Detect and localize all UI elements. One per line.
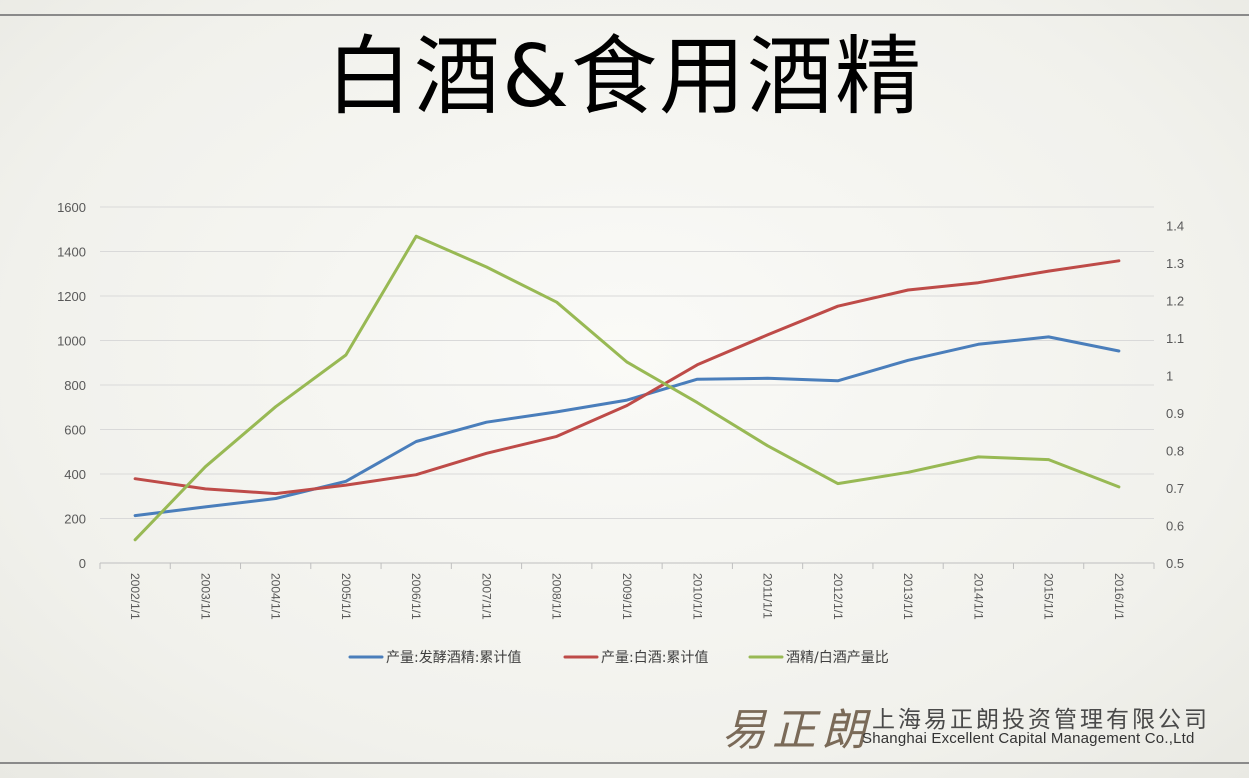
y-right-tick-label: 1 <box>1166 369 1173 384</box>
y-right-tick-label: 1.1 <box>1166 331 1184 346</box>
data-point <box>485 452 488 455</box>
data-point <box>625 360 629 364</box>
x-tick-label: 2009/1/1 <box>620 573 634 620</box>
legend-label-1: 产量:发酵酒精:累计值 <box>386 650 521 666</box>
data-point <box>133 477 137 480</box>
data-point <box>415 473 418 476</box>
x-tick-label: 2011/1/1 <box>761 573 775 619</box>
x-tick-label: 2003/1/1 <box>198 573 212 620</box>
y-left-tick-label: 1600 <box>57 200 86 215</box>
data-point <box>344 353 348 357</box>
y-left-tick-label: 1000 <box>57 334 86 349</box>
y-right-tick-label: 1.2 <box>1166 294 1184 309</box>
data-point <box>555 300 558 304</box>
data-point <box>1047 269 1050 273</box>
data-point <box>274 497 277 500</box>
data-point <box>1117 349 1121 353</box>
data-point <box>274 492 277 495</box>
data-point <box>836 482 839 485</box>
data-point <box>555 435 558 438</box>
x-tick-label: 2014/1/1 <box>971 573 985 620</box>
y-right-tick-label: 0.6 <box>1166 519 1184 534</box>
company-logo: 易正朗 <box>722 705 872 756</box>
data-point <box>204 505 207 509</box>
data-point <box>415 440 418 443</box>
data-point <box>1117 485 1121 489</box>
x-tick-label: 2015/1/1 <box>1042 573 1056 620</box>
data-point <box>1047 335 1050 339</box>
data-point <box>696 378 699 381</box>
data-point <box>906 471 910 474</box>
x-tick-label: 2008/1/1 <box>550 573 564 620</box>
data-point <box>344 483 348 487</box>
x-tick-label: 2007/1/1 <box>479 573 493 620</box>
x-tick-label: 2002/1/1 <box>128 573 142 620</box>
data-point <box>204 487 207 491</box>
data-point <box>204 465 207 468</box>
data-point <box>133 514 137 517</box>
y-right-tick-label: 0.9 <box>1166 406 1184 421</box>
top-rule <box>0 14 1249 16</box>
data-point <box>696 401 699 404</box>
data-point <box>766 444 769 447</box>
data-point <box>625 398 629 402</box>
data-point <box>977 281 980 284</box>
x-tick-label: 2006/1/1 <box>409 573 423 620</box>
data-point <box>133 538 137 541</box>
data-point <box>836 305 839 308</box>
x-tick-label: 2005/1/1 <box>339 573 353 620</box>
y-left-tick-label: 0 <box>79 556 86 571</box>
y-left-tick-label: 1200 <box>57 289 86 304</box>
y-right-tick-label: 1.4 <box>1166 219 1184 234</box>
y-left-tick-label: 1400 <box>57 245 86 260</box>
data-point <box>1047 458 1050 461</box>
data-point <box>485 420 488 424</box>
data-point <box>344 480 348 483</box>
data-point <box>766 333 769 337</box>
y-left-tick-label: 200 <box>64 512 86 527</box>
company-name-cn: 上海易正朗投资管理有限公司 <box>872 707 1210 733</box>
data-point <box>906 288 910 292</box>
y-left-tick-label: 600 <box>64 423 86 438</box>
company-name-en: Shanghai Excellent Capital Management Co… <box>862 730 1195 747</box>
data-point <box>555 410 558 414</box>
data-point <box>977 343 980 346</box>
data-point <box>415 235 418 238</box>
data-point <box>766 377 769 380</box>
y-right-tick-label: 0.7 <box>1166 481 1184 496</box>
data-point <box>274 405 277 408</box>
data-point <box>625 404 629 407</box>
data-point <box>1117 259 1121 263</box>
x-tick-label: 2016/1/1 <box>1112 573 1126 620</box>
y-left-tick-label: 400 <box>64 467 86 482</box>
y-right-tick-label: 0.8 <box>1166 444 1184 459</box>
data-point <box>485 265 488 269</box>
data-point <box>906 359 910 362</box>
x-tick-label: 2013/1/1 <box>901 573 915 620</box>
data-point <box>696 363 699 366</box>
data-point <box>977 455 980 459</box>
y-right-tick-label: 1.3 <box>1166 256 1184 271</box>
slide-title: 白酒&食用酒精 <box>325 27 924 127</box>
x-tick-label: 2012/1/1 <box>831 573 845 620</box>
legend-label-2: 产量:白酒:累计值 <box>601 650 708 666</box>
y-right-tick-label: 0.5 <box>1166 556 1184 571</box>
data-point <box>836 379 839 382</box>
x-tick-label: 2004/1/1 <box>269 573 283 620</box>
x-tick-label: 2010/1/1 <box>690 573 704 620</box>
legend-label-3: 酒精/白酒产量比 <box>786 650 889 666</box>
bottom-rule <box>0 762 1249 764</box>
y-left-tick-label: 800 <box>64 378 86 393</box>
